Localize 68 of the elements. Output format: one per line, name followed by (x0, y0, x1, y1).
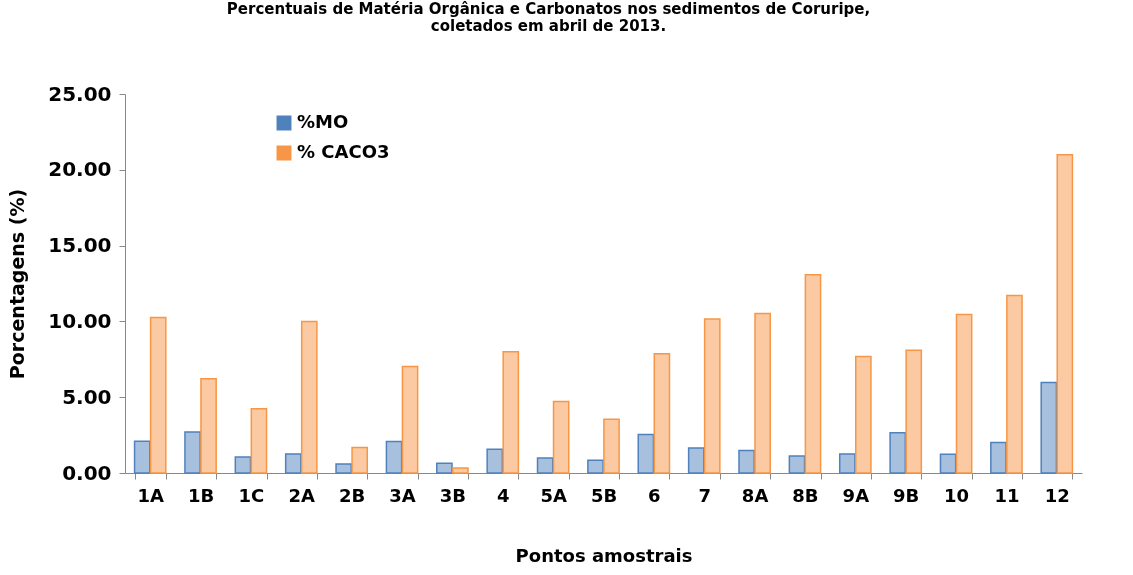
bar (889, 432, 907, 474)
x-tick-label: 4 (497, 484, 510, 506)
x-tick-label: 3B (439, 484, 467, 506)
bar (436, 462, 453, 474)
bar (603, 418, 620, 474)
x-tick-label: 2A (288, 484, 316, 506)
legend-label: %MO (297, 111, 349, 132)
y-tick-label: 15.00 (48, 233, 112, 258)
bar (955, 313, 973, 474)
y-tick-label: 0.00 (62, 460, 112, 485)
x-tick-label: 12 (1044, 484, 1070, 506)
bar (401, 365, 419, 474)
x-tick-label: 6 (648, 484, 661, 506)
bar (754, 312, 771, 474)
bar (133, 440, 151, 474)
bar (637, 433, 655, 474)
bar (552, 400, 570, 474)
x-tick-label: 9B (893, 484, 920, 506)
bar (351, 446, 369, 474)
bar (854, 355, 872, 474)
bar (804, 274, 822, 474)
bar (184, 431, 201, 474)
y-tick-label: 25.00 (48, 81, 112, 106)
bar (536, 457, 554, 474)
x-tick-label: 1A (137, 484, 164, 506)
y-tick-label: 20.00 (48, 157, 112, 182)
bar (687, 447, 705, 474)
x-tick-label: 3A (389, 484, 416, 506)
bar (486, 448, 504, 474)
x-axis-title: Pontos amostrais (515, 544, 693, 566)
x-tick-label: 7 (698, 484, 711, 506)
legend-label: % CACO3 (297, 141, 390, 162)
bar (788, 455, 806, 474)
y-tick-label: 10.00 (48, 308, 112, 333)
bar (149, 316, 167, 474)
bar (300, 320, 318, 474)
y-axis-title: Porcentagens (%) (6, 188, 29, 380)
bar (1006, 294, 1023, 474)
x-tick-label: 10 (944, 484, 970, 506)
bar (335, 463, 353, 474)
bar (502, 350, 520, 474)
x-tick-label: 1B (187, 484, 215, 506)
x-tick-label: 8A (741, 484, 769, 506)
bar (1056, 154, 1074, 474)
x-tick-label: 5A (540, 484, 567, 506)
bar (250, 408, 268, 474)
x-tick-label: 8B (792, 484, 819, 506)
bar (905, 349, 923, 474)
bar (587, 459, 604, 474)
bar (200, 377, 217, 474)
bar (452, 467, 469, 474)
bar (990, 441, 1007, 474)
x-tick-label: 1C (238, 484, 265, 506)
bar (703, 318, 721, 474)
bar (234, 456, 252, 474)
x-tick-label: 5B (590, 484, 618, 506)
bar (838, 453, 856, 474)
bar (1040, 381, 1058, 474)
bar (385, 440, 403, 474)
x-tick-label: 11 (994, 484, 1020, 506)
chart-title: Percentuais de Matéria Orgânica e Carbonatos nos sedimentos de Coruripe, coletados em abril de 2013. (226, 0, 871, 35)
bar (939, 453, 957, 474)
bar (738, 449, 755, 474)
y-tick-label: 5.00 (62, 384, 112, 409)
x-tick-label: 9A (842, 484, 870, 506)
bar (284, 453, 302, 474)
bar (653, 352, 671, 474)
x-tick-label: 2B (339, 484, 366, 506)
